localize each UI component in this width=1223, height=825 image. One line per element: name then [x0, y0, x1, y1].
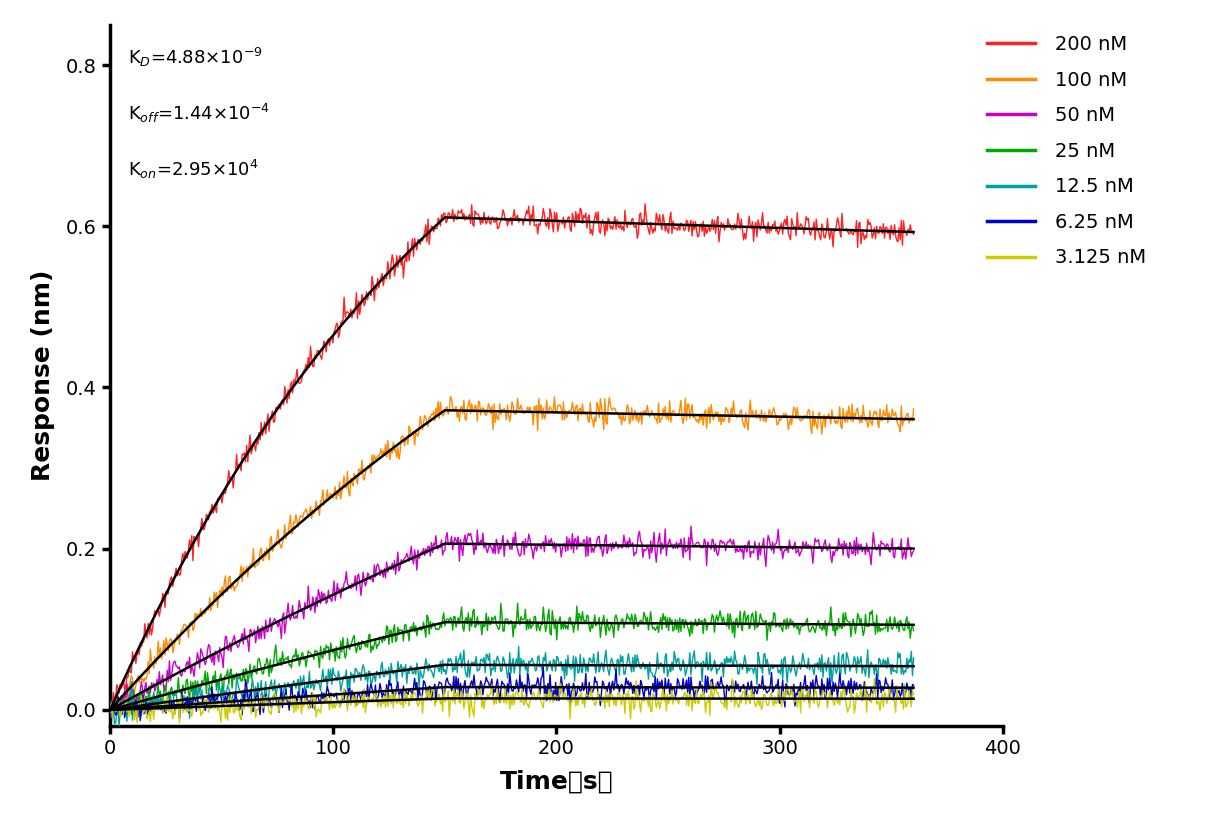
Text: K$_{off}$=1.44×10$^{-4}$: K$_{off}$=1.44×10$^{-4}$	[128, 102, 270, 125]
100 nM	[313, 496, 328, 506]
12.5 nM	[427, 672, 442, 682]
50 nM	[689, 540, 703, 549]
6.25 nM	[906, 681, 921, 691]
3.125 nM	[313, 708, 328, 718]
6.25 nM	[883, 692, 898, 702]
Text: K$_{D}$=4.88×10$^{-9}$: K$_{D}$=4.88×10$^{-9}$	[128, 45, 263, 69]
3.125 nM	[906, 689, 921, 699]
6.25 nM	[689, 686, 703, 695]
200 nM	[313, 351, 328, 361]
3.125 nM	[422, 686, 437, 695]
25 nM	[427, 618, 442, 628]
200 nM	[422, 239, 437, 249]
12.5 nM	[422, 659, 437, 669]
25 nM	[106, 711, 121, 721]
12.5 nM	[232, 686, 247, 696]
6.25 nM	[427, 683, 442, 693]
100 nM	[422, 412, 437, 422]
25 nM	[103, 707, 117, 717]
3.125 nM	[172, 718, 187, 728]
Line: 50 nM: 50 nM	[110, 526, 914, 715]
50 nM	[103, 702, 117, 712]
25 nM	[422, 629, 437, 639]
3.125 nM	[687, 696, 702, 706]
200 nM	[906, 229, 921, 239]
100 nM	[427, 407, 442, 417]
6.25 nM	[422, 681, 437, 691]
Text: K$_{on}$=2.95×10$^{4}$: K$_{on}$=2.95×10$^{4}$	[128, 158, 259, 182]
100 nM	[103, 705, 117, 715]
3.125 nM	[103, 708, 117, 718]
6.25 nM	[232, 705, 247, 714]
Legend: 200 nM, 100 nM, 50 nM, 25 nM, 12.5 nM, 6.25 nM, 3.125 nM: 200 nM, 100 nM, 50 nM, 25 nM, 12.5 nM, 6…	[980, 27, 1153, 276]
100 nM	[689, 414, 703, 424]
X-axis label: Time（s）: Time（s）	[500, 769, 613, 794]
25 nM	[313, 641, 328, 651]
Line: 200 nM: 200 nM	[110, 204, 914, 709]
200 nM	[637, 199, 652, 209]
25 nM	[510, 598, 525, 608]
Y-axis label: Response (nm): Response (nm)	[31, 270, 55, 481]
12.5 nM	[689, 663, 703, 673]
200 nM	[103, 702, 117, 712]
200 nM	[883, 234, 898, 244]
200 nM	[689, 217, 703, 227]
25 nM	[883, 612, 898, 622]
100 nM	[883, 413, 898, 423]
100 nM	[906, 404, 921, 414]
6.25 nM	[313, 698, 328, 708]
3.125 nM	[883, 689, 898, 699]
50 nM	[313, 599, 328, 609]
50 nM	[422, 542, 437, 552]
50 nM	[883, 547, 898, 557]
25 nM	[689, 615, 703, 625]
12.5 nM	[111, 721, 126, 731]
50 nM	[906, 546, 921, 556]
3.125 nM	[867, 674, 882, 684]
Line: 100 nM: 100 nM	[110, 397, 914, 719]
50 nM	[109, 710, 124, 720]
6.25 nM	[536, 662, 550, 672]
12.5 nM	[511, 642, 526, 652]
100 nM	[232, 570, 247, 580]
3.125 nM	[427, 686, 442, 695]
25 nM	[232, 669, 247, 679]
200 nM	[232, 460, 247, 470]
50 nM	[427, 539, 442, 549]
Line: 12.5 nM: 12.5 nM	[110, 647, 914, 726]
200 nM	[427, 227, 442, 237]
100 nM	[443, 392, 457, 402]
Line: 3.125 nM: 3.125 nM	[110, 679, 914, 723]
Line: 25 nM: 25 nM	[110, 603, 914, 716]
12.5 nM	[313, 686, 328, 695]
50 nM	[232, 637, 247, 647]
50 nM	[684, 521, 698, 531]
200 nM	[104, 704, 119, 714]
6.25 nM	[103, 697, 117, 707]
12.5 nM	[906, 653, 921, 663]
6.25 nM	[133, 715, 148, 725]
25 nM	[906, 625, 921, 635]
3.125 nM	[232, 712, 247, 722]
12.5 nM	[883, 660, 898, 670]
12.5 nM	[103, 711, 117, 721]
100 nM	[105, 714, 120, 724]
Line: 6.25 nM: 6.25 nM	[110, 667, 914, 720]
